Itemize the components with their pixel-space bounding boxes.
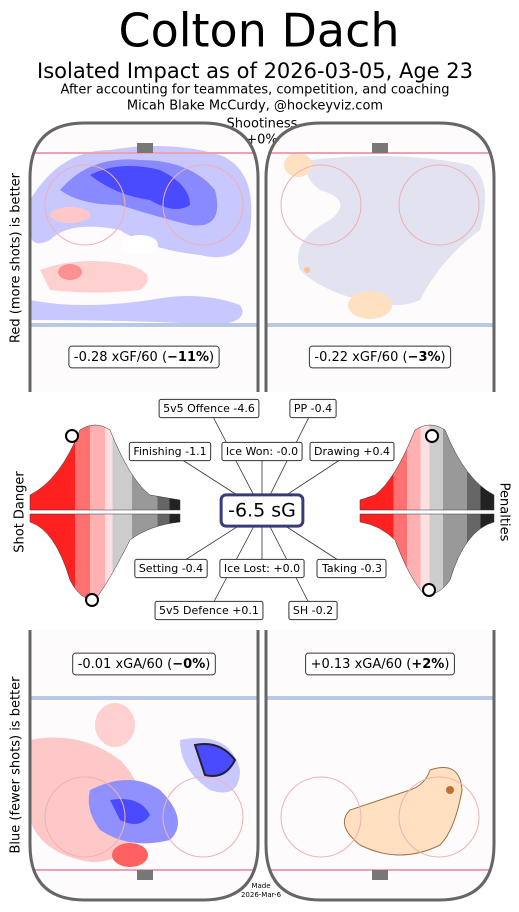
box bbox=[154, 600, 264, 621]
panel-label-part: ) bbox=[209, 350, 214, 365]
note: Micah Blake McCurdy, @hockeyviz.com bbox=[127, 99, 383, 114]
label-box: Ice Won: -0.0 bbox=[221, 441, 303, 462]
panel-label-part: ) bbox=[444, 657, 449, 672]
label-box: 5v5 Defence +0.1 bbox=[154, 600, 264, 621]
boxes: -0.28 xGF/60 (−11%) -0.22 xGF/60 (−3%)-0.… bbox=[68, 345, 455, 676]
rink-outline bbox=[28, 121, 260, 392]
rink-outline bbox=[264, 121, 496, 392]
panel-label: -0.22 xGF/60 (−3%) bbox=[314, 350, 445, 365]
label-box: SH -0.2 bbox=[288, 600, 338, 621]
rink-outline bbox=[264, 630, 496, 902]
component-label: SH -0.2 bbox=[293, 604, 333, 617]
panel-label: +0.13 xGA/60 (+2%) bbox=[311, 657, 450, 672]
component-label: Ice Won: -0.0 bbox=[226, 445, 298, 458]
marker bbox=[422, 583, 436, 597]
panel-label-part: −11% bbox=[167, 350, 209, 365]
panel-label: -0.01 xGA/60 (−0%) bbox=[78, 657, 211, 672]
box bbox=[68, 345, 220, 369]
shootiness-label: Shootiness bbox=[227, 117, 298, 132]
title: Colton Dach bbox=[118, 4, 399, 58]
component-label: 5v5 Defence +0.1 bbox=[159, 604, 259, 617]
distribution bbox=[29, 513, 181, 601]
box bbox=[128, 441, 212, 462]
panel-label-part: +0.13 xGA/60 ( bbox=[311, 657, 412, 672]
rink-outline bbox=[28, 630, 260, 902]
label-box: 5v5 Offence -4.6 bbox=[158, 398, 260, 419]
panel-label-part: -0.01 xGA/60 ( bbox=[78, 657, 173, 672]
footer: 2026-Mar-6 bbox=[241, 891, 282, 899]
label-box: Drawing +0.4 bbox=[309, 441, 395, 462]
box bbox=[134, 558, 208, 579]
panel-label-part: -0.28 xGF/60 ( bbox=[74, 350, 167, 365]
box bbox=[72, 652, 216, 676]
component-label: PP -0.4 bbox=[294, 402, 332, 415]
panel-label-part: −3% bbox=[408, 350, 441, 365]
box bbox=[309, 441, 395, 462]
panel-label-part: ) bbox=[205, 657, 210, 672]
side-label: Red (more shots) is better bbox=[9, 172, 24, 343]
label-box: -0.01 xGA/60 (−0%) bbox=[72, 652, 216, 676]
rink-bottom-right bbox=[266, 630, 494, 900]
label-box: Ice Lost: +0.0 bbox=[219, 558, 305, 579]
label-box: +0.13 xGA/60 (+2%) bbox=[305, 652, 455, 676]
panel-label: -0.28 xGF/60 (−11%) bbox=[74, 350, 214, 365]
distribution bbox=[359, 424, 495, 511]
box bbox=[219, 558, 305, 579]
component-label: Finishing -1.1 bbox=[133, 445, 206, 458]
note: After accounting for teammates, competit… bbox=[61, 83, 450, 98]
label-box: -0.28 xGF/60 (−11%) bbox=[68, 345, 220, 369]
total-label: -6.5 sG bbox=[228, 500, 296, 522]
label-box: Finishing -1.1 bbox=[128, 441, 212, 462]
marker bbox=[65, 429, 79, 443]
box bbox=[288, 600, 338, 621]
component-label: Taking -0.3 bbox=[321, 562, 382, 575]
box bbox=[305, 652, 455, 676]
side-label: Blue (fewer shots) is better bbox=[9, 676, 24, 854]
subtitle: Isolated Impact as of 2026-03-05, Age 23 bbox=[37, 59, 473, 83]
label-box: -6.5 sG bbox=[219, 493, 305, 528]
marker bbox=[85, 593, 99, 607]
component-label: Setting -0.4 bbox=[139, 562, 203, 575]
panel-label-part: +2% bbox=[411, 657, 444, 672]
box bbox=[158, 398, 260, 419]
component-label: Ice Lost: +0.0 bbox=[224, 562, 300, 575]
panel-label-part: ) bbox=[441, 350, 446, 365]
panel-label-part: -0.22 xGF/60 ( bbox=[314, 350, 407, 365]
distribution bbox=[29, 424, 181, 511]
component-label: Drawing +0.4 bbox=[314, 445, 390, 458]
label-box: Setting -0.4 bbox=[134, 558, 208, 579]
side-label: Shot Danger bbox=[13, 471, 28, 553]
box bbox=[308, 345, 452, 369]
component-label: 5v5 Offence -4.6 bbox=[163, 402, 255, 415]
panel-label-part: −0% bbox=[172, 657, 205, 672]
box bbox=[219, 493, 305, 528]
label-box: Taking -0.3 bbox=[316, 558, 387, 579]
side-label: Penalties bbox=[497, 483, 512, 542]
label-box: -0.22 xGF/60 (−3%) bbox=[308, 345, 452, 369]
marker bbox=[425, 429, 439, 443]
box bbox=[221, 441, 303, 462]
label-box: PP -0.4 bbox=[289, 398, 337, 419]
distribution bbox=[359, 513, 495, 596]
box bbox=[289, 398, 337, 419]
box bbox=[316, 558, 387, 579]
footer: Made bbox=[251, 882, 270, 890]
shootiness-value: +0% bbox=[246, 133, 278, 148]
